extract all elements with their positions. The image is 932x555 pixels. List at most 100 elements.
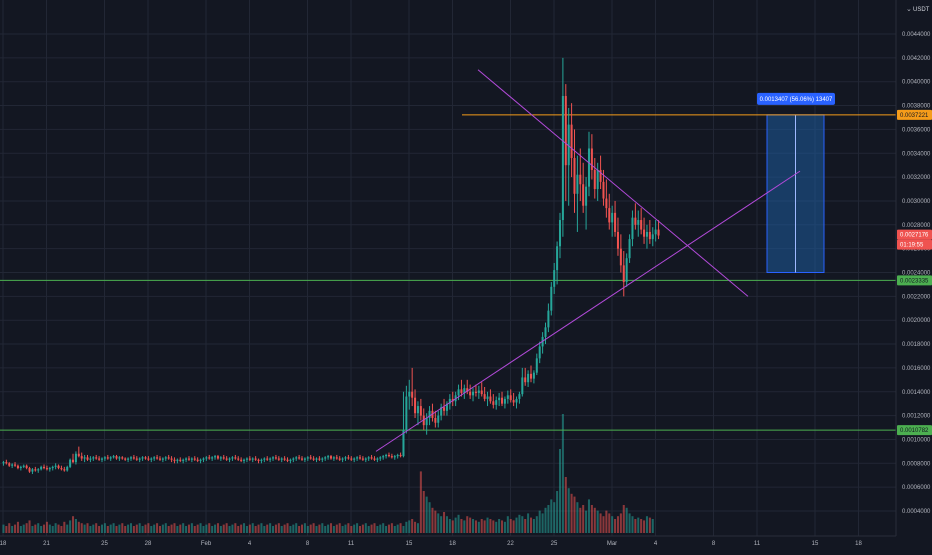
volume-bar bbox=[414, 521, 417, 533]
volume-bar bbox=[512, 520, 515, 533]
volume-bar bbox=[599, 513, 602, 533]
volume-bar bbox=[573, 496, 576, 533]
volume-bar bbox=[153, 524, 156, 533]
volume-bar bbox=[83, 524, 86, 533]
candle bbox=[587, 148, 590, 187]
time-tick: 8 bbox=[306, 541, 310, 547]
volume-bar bbox=[167, 526, 170, 533]
volume-bar bbox=[144, 524, 147, 533]
candle bbox=[234, 457, 237, 459]
volume-bar bbox=[118, 524, 121, 533]
volume-bar bbox=[321, 523, 324, 533]
candle bbox=[327, 456, 330, 458]
candle bbox=[295, 457, 298, 459]
volume-bar bbox=[492, 520, 495, 533]
price-axis[interactable]: 0.0044000 0.0042000 0.0040000 0.0038000 0.00… bbox=[902, 32, 931, 515]
candle bbox=[518, 394, 521, 399]
candle bbox=[405, 396, 408, 430]
candle bbox=[512, 400, 515, 403]
price-tick: 0.0006000 bbox=[902, 485, 931, 491]
volume-bar bbox=[532, 519, 535, 533]
time-tick: 15 bbox=[812, 541, 819, 547]
candle bbox=[550, 286, 553, 311]
currency-selector[interactable]: ⌄ USDT bbox=[906, 6, 930, 13]
horizontal-levels[interactable] bbox=[0, 114, 896, 431]
volume-bar bbox=[564, 477, 567, 533]
candle bbox=[335, 457, 338, 459]
candle bbox=[637, 220, 640, 225]
candle bbox=[240, 459, 243, 461]
candle bbox=[254, 458, 257, 460]
volume-bar bbox=[503, 521, 506, 533]
volume-bar bbox=[483, 520, 486, 533]
volume-bar bbox=[80, 523, 83, 533]
candle bbox=[506, 395, 509, 399]
candle bbox=[443, 407, 446, 411]
candle bbox=[486, 396, 489, 399]
candle bbox=[309, 457, 312, 459]
candle bbox=[596, 169, 599, 190]
volume-bar bbox=[286, 523, 289, 533]
volume-bar bbox=[541, 513, 544, 533]
volume-bar bbox=[16, 521, 19, 533]
candle bbox=[367, 457, 370, 459]
volume-bar bbox=[332, 526, 335, 533]
time-axis[interactable]: 18 21 25 28 Feb 4 8 11 15 18 22 25 Mar 4 8 11 15 18 bbox=[0, 541, 862, 547]
price-axis-panel[interactable] bbox=[896, 0, 932, 550]
volume-bar bbox=[350, 526, 353, 533]
volume-bar bbox=[567, 488, 570, 533]
volume-bar bbox=[103, 523, 106, 533]
volume-bar bbox=[535, 516, 538, 533]
candle bbox=[382, 456, 385, 458]
candle bbox=[45, 468, 48, 470]
volume-bar bbox=[324, 526, 327, 533]
candle bbox=[222, 457, 225, 459]
candle bbox=[544, 327, 547, 337]
price-tick: 0.0038000 bbox=[902, 104, 931, 110]
candle bbox=[74, 453, 77, 463]
candle bbox=[341, 458, 344, 460]
descending-trendline[interactable] bbox=[477, 69, 749, 297]
price-tick: 0.0040000 bbox=[902, 80, 931, 86]
time-axis-panel[interactable] bbox=[0, 536, 932, 550]
volume-bar bbox=[634, 519, 637, 533]
candle bbox=[286, 459, 289, 461]
volume-bar bbox=[645, 516, 648, 533]
volume-bar bbox=[199, 523, 202, 533]
price-range-measure[interactable]: 0.0013407 (56.06%) 13407 bbox=[757, 92, 835, 274]
volume-bar bbox=[214, 524, 217, 533]
volume-bar bbox=[100, 524, 104, 533]
volume-bar bbox=[428, 502, 431, 533]
price-tick: 0.0014000 bbox=[902, 390, 931, 396]
support-upper-price-label-bg bbox=[897, 275, 932, 286]
candle bbox=[86, 457, 89, 460]
resistance-price-label: 0.0037221 bbox=[900, 113, 929, 119]
volume-bar bbox=[379, 524, 382, 533]
candle bbox=[495, 400, 498, 405]
chevron-down-icon[interactable]: ⌄ bbox=[906, 6, 912, 13]
candle bbox=[211, 457, 214, 459]
candle bbox=[387, 454, 390, 457]
volume-bar bbox=[451, 520, 454, 533]
time-tick: 4 bbox=[654, 541, 658, 547]
candle bbox=[118, 457, 121, 459]
candle bbox=[590, 148, 593, 170]
volume-bar bbox=[19, 526, 22, 533]
volume-bar bbox=[86, 523, 89, 533]
volume-bar bbox=[156, 523, 159, 533]
candle bbox=[356, 457, 359, 459]
candle bbox=[564, 96, 567, 166]
volume-bar bbox=[11, 526, 14, 533]
candle bbox=[164, 457, 167, 459]
volume-bar bbox=[216, 523, 219, 533]
candle bbox=[457, 389, 460, 396]
candle bbox=[483, 394, 486, 399]
trendlines[interactable] bbox=[375, 69, 801, 452]
candle bbox=[57, 465, 60, 469]
candle bbox=[48, 468, 51, 470]
candle bbox=[385, 454, 388, 457]
ascending-trendline[interactable] bbox=[375, 170, 801, 452]
